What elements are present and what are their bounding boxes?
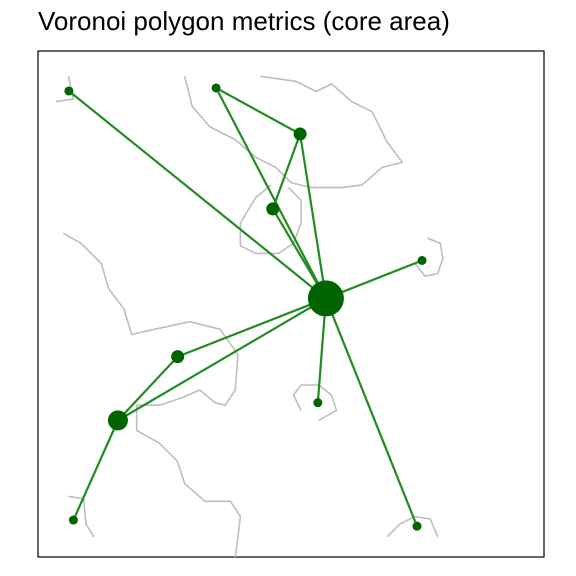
node-n9 [68, 515, 78, 525]
node-n4 [266, 202, 280, 216]
boundary-bottom-right [386, 515, 439, 538]
boundary-top-left [55, 76, 75, 103]
node-n2 [211, 83, 221, 93]
edge-n7-n9 [72, 419, 119, 521]
node-hub [307, 280, 344, 317]
node-n6 [171, 350, 185, 364]
node-n10 [412, 521, 422, 531]
edge-n6-n7 [117, 355, 179, 422]
edge-n6-hub [177, 297, 327, 358]
edge-n10-hub [324, 298, 419, 527]
boundary-right-lake [414, 237, 444, 278]
node-n3 [293, 127, 307, 141]
boundary-top-center [183, 75, 404, 189]
boundary-layer [55, 75, 444, 558]
edge-n2-n3 [215, 86, 301, 135]
edge-n2-hub [215, 87, 327, 299]
edge-layer [68, 86, 423, 527]
boundary-bottom-left [68, 495, 95, 538]
edge-n1-hub [68, 90, 327, 300]
edge-n3-hub [299, 133, 328, 299]
chart-title: Voronoi polygon metrics (core area) [38, 6, 450, 36]
boundary-center-lake [239, 184, 302, 255]
node-layer [64, 83, 427, 531]
node-n5 [417, 255, 427, 265]
edge-n7-hub [117, 297, 327, 422]
node-n7 [107, 410, 128, 431]
edge-n3-n4 [271, 133, 302, 210]
plot-panel-border [37, 50, 545, 558]
boundary-left [62, 232, 242, 558]
node-n8 [313, 398, 323, 408]
node-n1 [64, 86, 74, 96]
